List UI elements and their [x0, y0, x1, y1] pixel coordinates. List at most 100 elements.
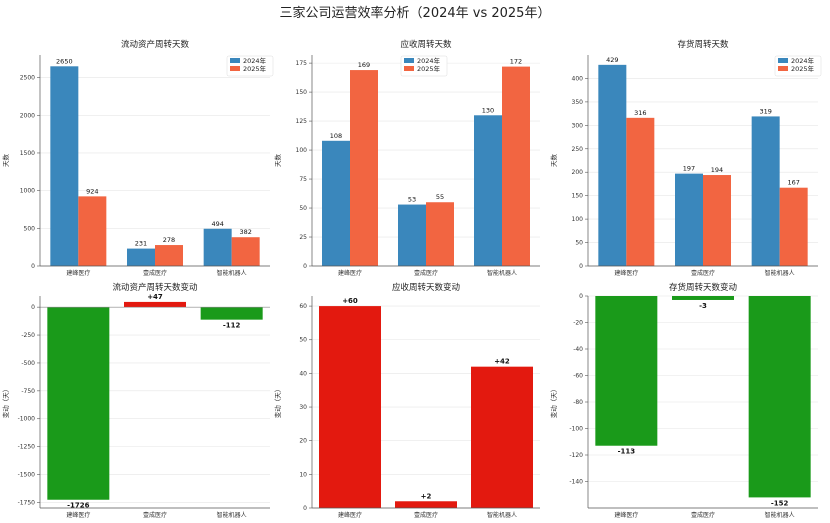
panel3-bar [598, 64, 627, 266]
panel6-ytick-label: -40 [573, 346, 583, 353]
panel2-ytick-label: 125 [296, 118, 308, 125]
panel1-data-label: 278 [163, 236, 175, 244]
panel3-legend-swatch [778, 66, 788, 71]
panel5-bar [319, 306, 381, 508]
panel4-xtick-label: 壹成医疗 [143, 511, 167, 519]
panel2-xtick-label: 壹成医疗 [414, 269, 438, 277]
panel2-legend-label: 2024年 [417, 56, 441, 65]
panel1-bar [203, 228, 232, 266]
panel3-ytick-label: 50 [575, 240, 583, 247]
panel3-ytick-label: 350 [572, 99, 584, 106]
panel4-title: 流动资产周转天数变动 [112, 282, 198, 293]
panel2-xtick-label: 智能机器人 [487, 269, 517, 277]
panel3-legend-swatch [778, 58, 788, 63]
panel4-ytick-label: -250 [21, 332, 35, 339]
panel2-xtick-label: 建峰医疗 [338, 269, 362, 277]
panel3-bar [703, 175, 731, 266]
panel5-data-label: +60 [342, 297, 358, 305]
panel1-data-label: 924 [86, 187, 98, 195]
panel1-ytick-label: 500 [24, 225, 36, 232]
panel4-ytick-label: -1000 [18, 416, 36, 423]
panel3-data-label: 197 [683, 165, 695, 173]
panel6-bar [672, 296, 734, 300]
panel2-bar [322, 140, 350, 266]
panel1-legend-label: 2025年 [243, 64, 267, 73]
panel6-ytick-label: -80 [573, 399, 583, 406]
panel2-ytick-label: 50 [299, 205, 307, 212]
panel3-xtick-label: 壹成医疗 [691, 269, 715, 277]
panel6-ytick-label: -60 [573, 373, 583, 380]
panel4-ytick-label: -1500 [18, 472, 36, 479]
panel6-bar [748, 296, 811, 498]
panel1-bar [231, 237, 260, 266]
panel2-bar [474, 115, 502, 267]
panel3-bar [751, 116, 780, 267]
panel5-ytick-label: 20 [299, 438, 307, 445]
panel3-ytick-label: 400 [572, 75, 584, 82]
panel2-title: 应收周转天数 [400, 39, 452, 50]
panel2-data-label: 53 [408, 196, 416, 204]
panel1-ytick-label: 1000 [20, 188, 35, 195]
panel6-ytick-label: -20 [573, 320, 583, 327]
panel2-bar [398, 204, 426, 266]
panel1-xtick-label: 壹成医疗 [143, 269, 167, 277]
panel1-title: 流动资产周转天数 [121, 39, 190, 50]
panel1-bar [50, 66, 79, 266]
panel1-ylabel: 天数 [1, 154, 10, 168]
panel4-ytick-label: -500 [21, 360, 35, 367]
panel2-ylabel: 天数 [273, 154, 282, 168]
panel4-bar [124, 301, 186, 308]
panel2-ytick-label: 150 [296, 89, 308, 96]
panel6-data-label: -113 [618, 448, 636, 456]
panel3-ytick-label: 300 [572, 122, 584, 129]
panel3-title: 存货周转天数 [677, 39, 729, 50]
panel2-bar [502, 66, 530, 266]
panel5-ylabel: 变动（天） [273, 386, 282, 419]
panel2-legend-label: 2025年 [417, 64, 441, 73]
panel5-xtick-label: 建峰医疗 [338, 511, 362, 519]
panel1-legend-swatch [230, 66, 240, 71]
panel4-ylabel: 变动（天） [1, 386, 10, 419]
panel1-ytick-label: 1500 [20, 150, 35, 157]
panel1-data-label: 382 [239, 228, 251, 236]
panel1-ytick-label: 2000 [20, 112, 35, 119]
panel5-data-label: +2 [421, 492, 432, 500]
panel5-title: 应收周转天数变动 [392, 282, 461, 293]
panel2-ytick-label: 75 [299, 176, 307, 183]
panel2-data-label: 108 [330, 132, 342, 140]
panel2-bar [426, 202, 454, 266]
panel2-data-label: 130 [482, 106, 494, 114]
panel2-ytick-label: 175 [296, 60, 308, 67]
panel1-bar [78, 196, 107, 266]
panel4-data-label: +47 [147, 293, 163, 301]
panel3-data-label: 194 [711, 166, 723, 174]
panel6-ylabel: 变动（天） [549, 386, 558, 419]
panel6-xtick-label: 壹成医疗 [691, 511, 715, 519]
panel1-xtick-label: 智能机器人 [217, 269, 247, 277]
panel5-ytick-label: 50 [299, 337, 307, 344]
panel3-legend-label: 2025年 [791, 64, 815, 73]
panel4-xtick-label: 建峰医疗 [66, 511, 90, 519]
panel3-data-label: 167 [787, 179, 799, 187]
panel6-xtick-label: 智能机器人 [765, 511, 795, 519]
panel4-ytick-label: -1250 [18, 444, 36, 451]
panel3-data-label: 429 [606, 56, 618, 64]
panel1-legend-label: 2024年 [243, 56, 267, 65]
panel4-ytick-label: 0 [31, 304, 35, 311]
panel6-ytick-label: 0 [579, 293, 583, 300]
panel6-data-label: -3 [699, 302, 707, 310]
figure-title: 三家公司运营效率分析（2024年 vs 2025年） [279, 6, 551, 21]
panel3-ytick-label: 200 [572, 169, 584, 176]
panel5-ytick-label: 30 [299, 404, 307, 411]
panel5-xtick-label: 智能机器人 [487, 511, 517, 519]
panel3-bar [626, 117, 655, 266]
panel3-data-label: 319 [759, 107, 771, 115]
panel1-bar [127, 248, 155, 266]
panel4-bar [200, 307, 263, 320]
panel5-ytick-label: 40 [299, 370, 307, 377]
panel5-bar [395, 501, 457, 508]
panel3-bar [675, 173, 703, 266]
panel3-ylabel: 天数 [549, 154, 558, 168]
panel2-data-label: 172 [510, 58, 522, 66]
